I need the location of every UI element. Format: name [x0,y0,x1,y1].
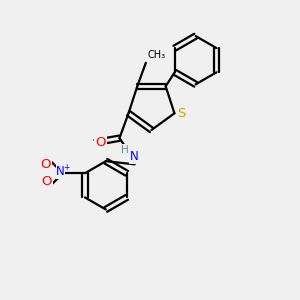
Text: O: O [41,176,52,188]
Text: ⁻: ⁻ [50,162,56,172]
Text: +: + [63,163,70,172]
Text: N: N [56,165,65,178]
Text: N: N [130,150,139,163]
Text: O: O [41,158,51,171]
Text: CH₃: CH₃ [147,50,165,60]
Text: H: H [121,145,129,154]
Text: S: S [177,107,185,120]
Text: O: O [95,136,106,149]
